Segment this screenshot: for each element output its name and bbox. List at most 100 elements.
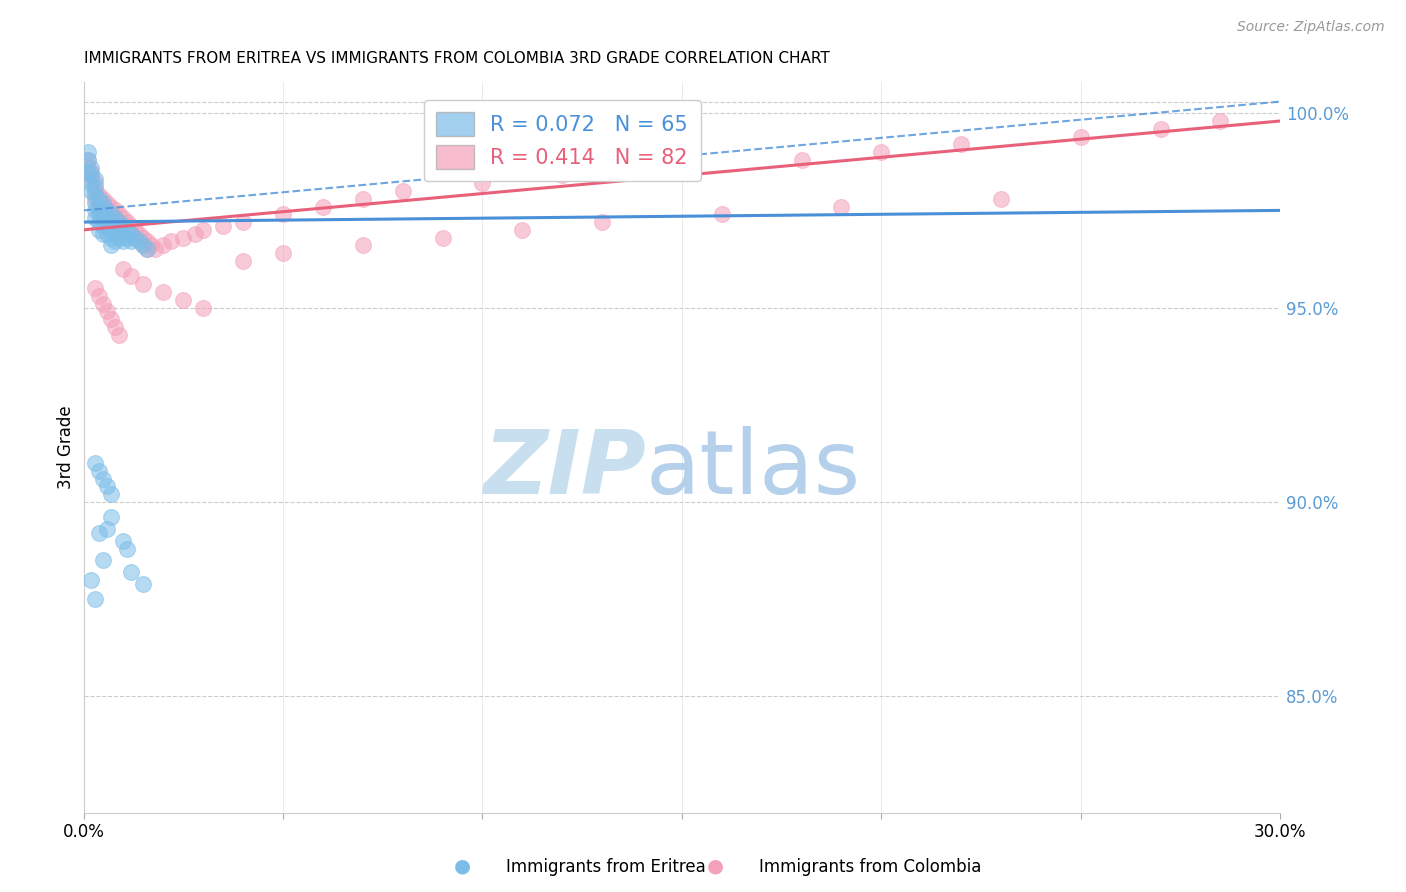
- Point: [89, 200, 111, 214]
- Point: [120, 227, 142, 241]
- Point: [112, 533, 135, 548]
- Point: [136, 242, 159, 256]
- Point: [93, 192, 115, 206]
- Point: [117, 223, 139, 237]
- Point: [112, 227, 135, 241]
- Legend: R = 0.072   N = 65, R = 0.414   N = 82: R = 0.072 N = 65, R = 0.414 N = 82: [423, 100, 700, 181]
- Text: Source: ZipAtlas.com: Source: ZipAtlas.com: [1237, 20, 1385, 34]
- Point: [591, 215, 613, 229]
- Point: [96, 219, 118, 233]
- Point: [136, 242, 159, 256]
- Point: [96, 479, 118, 493]
- Point: [100, 238, 122, 252]
- Point: [117, 541, 139, 556]
- Point: [124, 230, 146, 244]
- Point: [89, 203, 111, 218]
- Point: [80, 176, 103, 190]
- Point: [391, 184, 413, 198]
- Point: [950, 137, 973, 152]
- Point: [112, 219, 135, 233]
- Point: [96, 227, 118, 241]
- Point: [352, 238, 374, 252]
- Point: [132, 576, 155, 591]
- Point: [93, 203, 115, 218]
- Point: [160, 235, 183, 249]
- Text: Immigrants from Colombia: Immigrants from Colombia: [759, 858, 981, 876]
- Point: [100, 207, 122, 221]
- Point: [120, 227, 142, 241]
- Point: [84, 187, 107, 202]
- Point: [117, 230, 139, 244]
- Point: [93, 207, 115, 221]
- Point: [84, 195, 107, 210]
- Text: ●: ●: [454, 857, 471, 876]
- Point: [100, 223, 122, 237]
- Point: [80, 164, 103, 178]
- Point: [104, 211, 127, 226]
- Point: [120, 565, 142, 579]
- Point: [80, 172, 103, 186]
- Point: [96, 304, 118, 318]
- Point: [124, 230, 146, 244]
- Point: [93, 227, 115, 241]
- Point: [104, 219, 127, 233]
- Text: Immigrants from Eritrea: Immigrants from Eritrea: [506, 858, 706, 876]
- Point: [100, 215, 122, 229]
- Text: ●: ●: [707, 857, 724, 876]
- Point: [93, 200, 115, 214]
- Point: [80, 573, 103, 587]
- Point: [193, 301, 215, 315]
- Point: [89, 289, 111, 303]
- Point: [1149, 121, 1171, 136]
- Point: [112, 227, 135, 241]
- Point: [108, 215, 131, 229]
- Point: [1070, 129, 1092, 144]
- Point: [120, 219, 142, 233]
- Point: [143, 242, 166, 256]
- Point: [104, 211, 127, 226]
- Point: [93, 472, 115, 486]
- Point: [96, 522, 118, 536]
- Point: [510, 223, 533, 237]
- Point: [100, 230, 122, 244]
- Point: [990, 192, 1012, 206]
- Point: [104, 203, 127, 218]
- Point: [84, 592, 107, 607]
- Point: [124, 223, 146, 237]
- Point: [172, 293, 194, 307]
- Point: [551, 169, 574, 183]
- Point: [232, 215, 254, 229]
- Point: [271, 207, 294, 221]
- Point: [120, 235, 142, 249]
- Point: [84, 180, 107, 194]
- Point: [84, 456, 107, 470]
- Point: [89, 215, 111, 229]
- Point: [96, 211, 118, 226]
- Point: [84, 176, 107, 190]
- Point: [870, 145, 893, 160]
- Point: [104, 320, 127, 334]
- Point: [93, 296, 115, 310]
- Point: [112, 219, 135, 233]
- Point: [432, 230, 454, 244]
- Point: [117, 215, 139, 229]
- Point: [108, 215, 131, 229]
- Point: [112, 235, 135, 249]
- Point: [76, 153, 98, 167]
- Point: [89, 195, 111, 210]
- Point: [232, 254, 254, 268]
- Point: [84, 281, 107, 295]
- Point: [89, 464, 111, 478]
- Point: [108, 230, 131, 244]
- Point: [790, 153, 813, 167]
- Point: [89, 526, 111, 541]
- Point: [193, 223, 215, 237]
- Point: [212, 219, 235, 233]
- Point: [89, 223, 111, 237]
- Point: [312, 200, 335, 214]
- Point: [76, 153, 98, 167]
- Point: [96, 195, 118, 210]
- Point: [117, 223, 139, 237]
- Point: [132, 277, 155, 292]
- Point: [108, 327, 131, 342]
